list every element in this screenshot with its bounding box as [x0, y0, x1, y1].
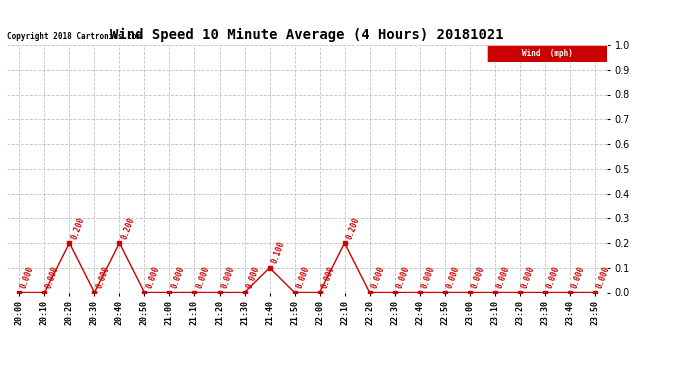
Text: 0.000: 0.000 — [44, 265, 61, 290]
Text: 0.000: 0.000 — [570, 265, 586, 290]
Text: 0.000: 0.000 — [195, 265, 211, 290]
Text: 0.000: 0.000 — [370, 265, 386, 290]
Text: 0.000: 0.000 — [444, 265, 461, 290]
Text: 0.100: 0.100 — [270, 240, 286, 265]
Text: 0.200: 0.200 — [119, 215, 136, 240]
Text: 0.000: 0.000 — [319, 265, 336, 290]
Text: 0.000: 0.000 — [170, 265, 186, 290]
Title: Wind Speed 10 Minute Average (4 Hours) 20181021: Wind Speed 10 Minute Average (4 Hours) 2… — [110, 28, 504, 42]
Text: 0.000: 0.000 — [219, 265, 236, 290]
Text: 0.000: 0.000 — [144, 265, 161, 290]
Text: 0.000: 0.000 — [520, 265, 536, 290]
Text: 0.000: 0.000 — [595, 265, 611, 290]
Text: 0.200: 0.200 — [70, 215, 86, 240]
Text: 0.000: 0.000 — [19, 265, 36, 290]
Text: 0.000: 0.000 — [244, 265, 261, 290]
Text: 0.200: 0.200 — [344, 215, 361, 240]
Text: 0.000: 0.000 — [544, 265, 561, 290]
Text: 0.000: 0.000 — [420, 265, 436, 290]
Text: 0.000: 0.000 — [95, 265, 111, 290]
Text: 0.000: 0.000 — [470, 265, 486, 290]
Text: Copyright 2018 Cartronics.com: Copyright 2018 Cartronics.com — [7, 32, 141, 41]
Text: 0.000: 0.000 — [295, 265, 311, 290]
Text: 0.000: 0.000 — [395, 265, 411, 290]
Text: 0.000: 0.000 — [495, 265, 511, 290]
